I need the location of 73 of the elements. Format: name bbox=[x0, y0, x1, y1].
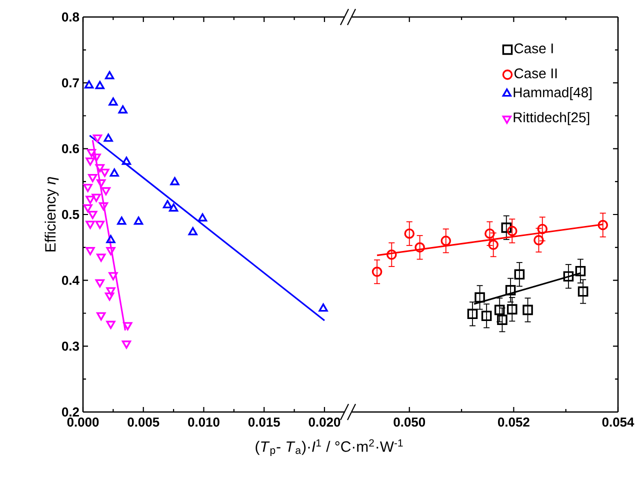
point bbox=[372, 266, 382, 277]
legend-label: Hammad[48] bbox=[514, 87, 592, 100]
x-tick-label: 0.020 bbox=[308, 418, 340, 427]
point bbox=[86, 247, 95, 256]
point bbox=[88, 174, 98, 182]
y-axis-title: Efficiency η bbox=[44, 177, 59, 252]
point bbox=[106, 320, 116, 329]
x-tick-label: 0.010 bbox=[188, 418, 220, 427]
point bbox=[104, 71, 114, 80]
point bbox=[96, 312, 106, 320]
point bbox=[506, 226, 518, 236]
point bbox=[106, 247, 116, 256]
point bbox=[122, 340, 132, 349]
point bbox=[86, 196, 95, 204]
point bbox=[170, 177, 180, 186]
point bbox=[86, 158, 95, 166]
x-tick-label: 0.005 bbox=[128, 418, 160, 427]
point bbox=[505, 285, 516, 296]
point bbox=[404, 228, 415, 239]
x-tick-label: 0.054 bbox=[602, 418, 634, 427]
point bbox=[440, 236, 452, 246]
point bbox=[575, 266, 586, 276]
y-tick-label: 0.5 bbox=[62, 210, 80, 220]
point bbox=[481, 310, 492, 322]
point bbox=[86, 220, 95, 229]
text: (T$_{p}$- T$_{a}$)·I$^{1}$ / °C·m$^{2}$·W$^{-1}$ bbox=[256, 439, 403, 456]
point bbox=[598, 220, 608, 230]
point bbox=[100, 168, 110, 177]
point bbox=[501, 222, 512, 233]
point bbox=[104, 292, 114, 301]
point bbox=[122, 156, 132, 165]
point bbox=[106, 287, 116, 296]
point bbox=[95, 279, 104, 288]
y-tick-label: 0.8 bbox=[62, 12, 80, 22]
x-tick-label: 0.050 bbox=[394, 418, 426, 427]
point bbox=[88, 210, 98, 219]
point bbox=[92, 134, 102, 143]
y-tick-label: 0.2 bbox=[62, 407, 79, 417]
point bbox=[506, 304, 518, 314]
point bbox=[108, 97, 118, 106]
x-tick-label: 0.052 bbox=[498, 418, 530, 427]
x-tick-label: 0.015 bbox=[248, 418, 280, 427]
point bbox=[96, 254, 106, 262]
point bbox=[95, 220, 104, 229]
point bbox=[83, 204, 92, 212]
point bbox=[563, 271, 574, 282]
point bbox=[108, 272, 118, 280]
legend-label: Case II bbox=[514, 68, 557, 78]
point bbox=[578, 286, 588, 297]
point bbox=[92, 194, 101, 202]
point bbox=[83, 184, 92, 192]
point bbox=[118, 105, 128, 114]
point bbox=[84, 80, 94, 88]
point bbox=[101, 187, 111, 196]
point bbox=[386, 250, 397, 260]
y-tick-label: 0.3 bbox=[62, 342, 80, 351]
point bbox=[96, 179, 106, 188]
y-tick-label: 0.6 bbox=[62, 144, 80, 154]
legend-label: Case I bbox=[514, 43, 553, 54]
x-tick-label: 0.000 bbox=[67, 418, 99, 427]
point bbox=[95, 80, 104, 90]
point bbox=[98, 202, 108, 210]
point bbox=[95, 164, 104, 172]
y-tick-label: 0.7 bbox=[62, 78, 79, 88]
y-tick-label: 0.4 bbox=[62, 276, 80, 285]
point bbox=[86, 148, 96, 158]
point bbox=[414, 242, 425, 253]
point bbox=[467, 308, 478, 320]
legend-label: Rittidech[25] bbox=[514, 112, 590, 126]
point bbox=[110, 168, 119, 177]
point bbox=[522, 304, 533, 316]
point bbox=[92, 154, 101, 162]
point bbox=[104, 134, 113, 142]
